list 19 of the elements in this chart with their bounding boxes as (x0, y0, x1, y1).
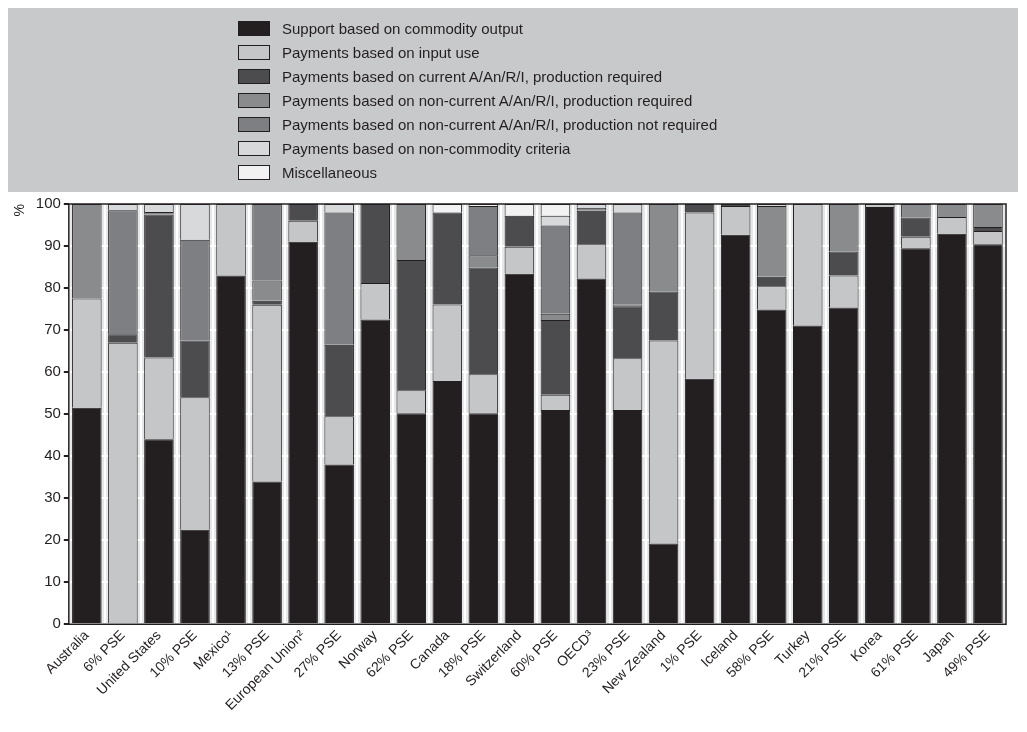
y-tick-label: 50 (44, 404, 61, 422)
legend-label: Payments based on input use (282, 43, 480, 61)
y-tick-label: 60 (44, 362, 61, 380)
y-tick-label: 100 (35, 194, 61, 212)
y-tick-label: 30 (44, 488, 61, 506)
legend-label: Payments based on non-current A/An/R/I, production required (282, 91, 693, 109)
y-tick-label: 80 (44, 278, 61, 296)
y-tick-label: 20 (44, 530, 61, 548)
y-tick-label: 10 (44, 572, 61, 590)
legend-label: Support based on commodity output (282, 19, 523, 37)
y-tick-label: 70 (44, 320, 61, 338)
legend-label: Payments based on current A/An/R/I, production required (282, 67, 663, 85)
legend-label: Payments based on non-current A/An/R/I, production not required (282, 115, 718, 133)
y-axis-title: % (11, 204, 28, 217)
legend-label: Miscellaneous (282, 163, 378, 181)
y-tick-label: 0 (52, 614, 61, 632)
legend-label: Payments based on non-commodity criteria (282, 139, 571, 157)
y-tick-label: 90 (44, 236, 61, 254)
y-tick-label: 40 (44, 446, 61, 464)
